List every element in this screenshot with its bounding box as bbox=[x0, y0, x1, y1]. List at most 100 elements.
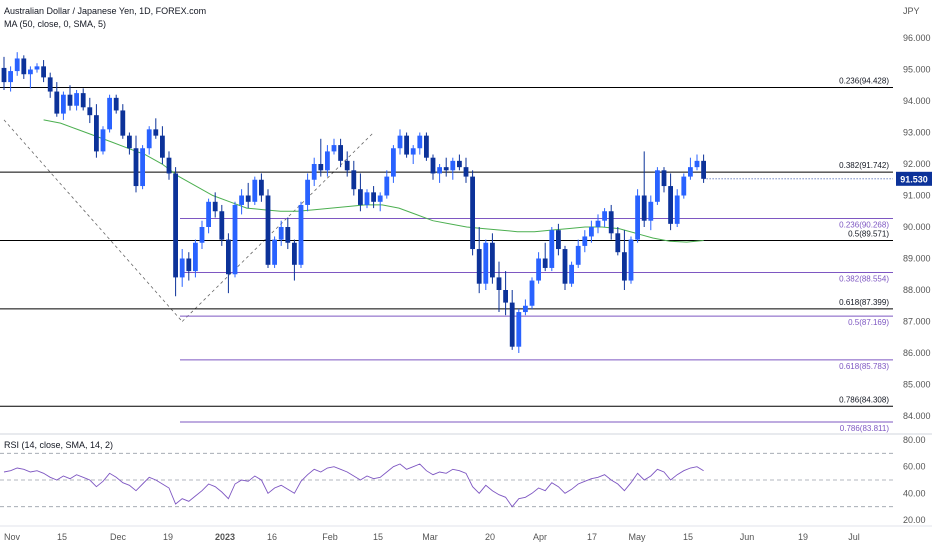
trend-line-up bbox=[181, 132, 374, 322]
candle-body bbox=[285, 227, 291, 243]
candle-body bbox=[239, 195, 244, 205]
time-axis-tick: May bbox=[628, 532, 646, 542]
candle-body bbox=[146, 129, 152, 149]
last-price-tag bbox=[896, 171, 932, 186]
candle-body bbox=[8, 71, 13, 83]
candle-body bbox=[94, 115, 99, 152]
candle-body bbox=[226, 239, 231, 275]
candle-body bbox=[681, 176, 687, 196]
candle-body bbox=[589, 227, 594, 237]
candle-body bbox=[278, 227, 284, 240]
candle-body bbox=[635, 195, 640, 240]
candle-body bbox=[311, 164, 317, 180]
candle-body bbox=[641, 195, 647, 221]
fib-level-label: 0.236(90.268) bbox=[839, 221, 889, 230]
candle-body bbox=[186, 258, 192, 272]
candle-body bbox=[536, 258, 541, 281]
candle-body bbox=[28, 69, 33, 75]
rsi-axis-tick: 20.00 bbox=[903, 515, 926, 525]
candle-body bbox=[272, 239, 277, 265]
time-axis-tick: 17 bbox=[587, 532, 597, 542]
candle-body bbox=[179, 258, 185, 278]
candle-body bbox=[516, 312, 522, 347]
time-axis-tick: 15 bbox=[373, 532, 383, 542]
candle-body bbox=[140, 148, 145, 187]
rsi-axis-tick: 80.00 bbox=[903, 435, 926, 445]
price-axis-tick: 84.000 bbox=[903, 411, 931, 421]
candle-body bbox=[21, 58, 27, 75]
candle-body bbox=[476, 249, 482, 284]
price-axis-tick: 88.000 bbox=[903, 285, 931, 295]
candle-body bbox=[424, 135, 429, 158]
candle-body bbox=[602, 211, 607, 221]
price-axis-tick: 94.000 bbox=[903, 96, 931, 106]
candle-body bbox=[694, 160, 700, 168]
candle-body bbox=[364, 192, 370, 205]
candle-body bbox=[331, 145, 337, 152]
fib-level-label: 0.382(88.554) bbox=[839, 275, 889, 284]
candle-body bbox=[377, 195, 383, 202]
candle-body bbox=[107, 97, 112, 130]
candle-body bbox=[14, 58, 20, 72]
time-axis-tick: Feb bbox=[322, 532, 338, 542]
candle-body bbox=[87, 107, 93, 116]
rsi-axis-tick: 40.00 bbox=[903, 488, 926, 498]
candle-body bbox=[410, 148, 416, 155]
candle-body bbox=[351, 170, 357, 190]
candle-body bbox=[582, 236, 588, 246]
candle-body bbox=[292, 242, 297, 265]
candle-body bbox=[325, 151, 330, 171]
time-axis-tick: Dec bbox=[110, 532, 127, 542]
trend-line-down bbox=[3, 119, 183, 322]
candle-body bbox=[173, 173, 178, 278]
candle-body bbox=[371, 192, 376, 202]
candle-body bbox=[344, 160, 350, 171]
candle-body bbox=[318, 164, 324, 171]
candle-body bbox=[67, 94, 73, 106]
time-axis-tick: 15 bbox=[683, 532, 693, 542]
candle-body bbox=[674, 195, 680, 224]
price-axis-tick: 87.000 bbox=[903, 317, 931, 327]
candle-body bbox=[430, 157, 436, 174]
candle-body bbox=[483, 242, 489, 284]
candle-body bbox=[219, 211, 225, 240]
candle-body bbox=[120, 110, 126, 136]
rsi-indicator-label: RSI (14, close, SMA, 14, 2) bbox=[4, 440, 114, 450]
candle-body bbox=[529, 280, 535, 306]
time-axis-tick: 19 bbox=[798, 532, 808, 542]
currency-label: JPY bbox=[903, 6, 920, 16]
price-axis-tick: 95.000 bbox=[903, 65, 931, 75]
candle-body bbox=[206, 201, 211, 227]
candle-body bbox=[34, 66, 40, 70]
candle-body bbox=[160, 135, 165, 158]
last-price-value: 91.530 bbox=[900, 174, 928, 184]
candle-body bbox=[688, 167, 693, 177]
price-axis-tick: 91.000 bbox=[903, 191, 931, 201]
candle-body bbox=[252, 179, 258, 202]
time-axis-tick: 2023 bbox=[215, 532, 235, 542]
candle-body bbox=[133, 148, 139, 187]
candle-body bbox=[450, 160, 456, 171]
time-axis-tick: 16 bbox=[267, 532, 277, 542]
time-axis-tick: Jun bbox=[740, 532, 755, 542]
rsi-line bbox=[3, 463, 704, 508]
candle-body bbox=[417, 135, 423, 149]
candle-body bbox=[41, 66, 46, 78]
candle-body bbox=[384, 176, 390, 196]
fib-level-label: 0.786(83.811) bbox=[840, 424, 890, 433]
price-axis-tick: 93.000 bbox=[903, 128, 931, 138]
fib-level-label: 0.236(94.428) bbox=[839, 77, 889, 86]
candle-body bbox=[47, 77, 53, 92]
candle-body bbox=[443, 167, 449, 171]
candle-body bbox=[54, 91, 60, 114]
chart-title: Australian Dollar / Japanese Yen, 1D, FO… bbox=[4, 6, 207, 16]
price-axis-tick: 96.000 bbox=[903, 33, 931, 43]
candle-body bbox=[74, 93, 79, 106]
candle-body bbox=[655, 170, 660, 202]
candle-body bbox=[457, 160, 462, 168]
candle-body bbox=[404, 135, 409, 155]
candle-body bbox=[245, 195, 251, 202]
candle-body bbox=[628, 239, 634, 281]
price-axis-tick: 86.000 bbox=[903, 348, 931, 358]
